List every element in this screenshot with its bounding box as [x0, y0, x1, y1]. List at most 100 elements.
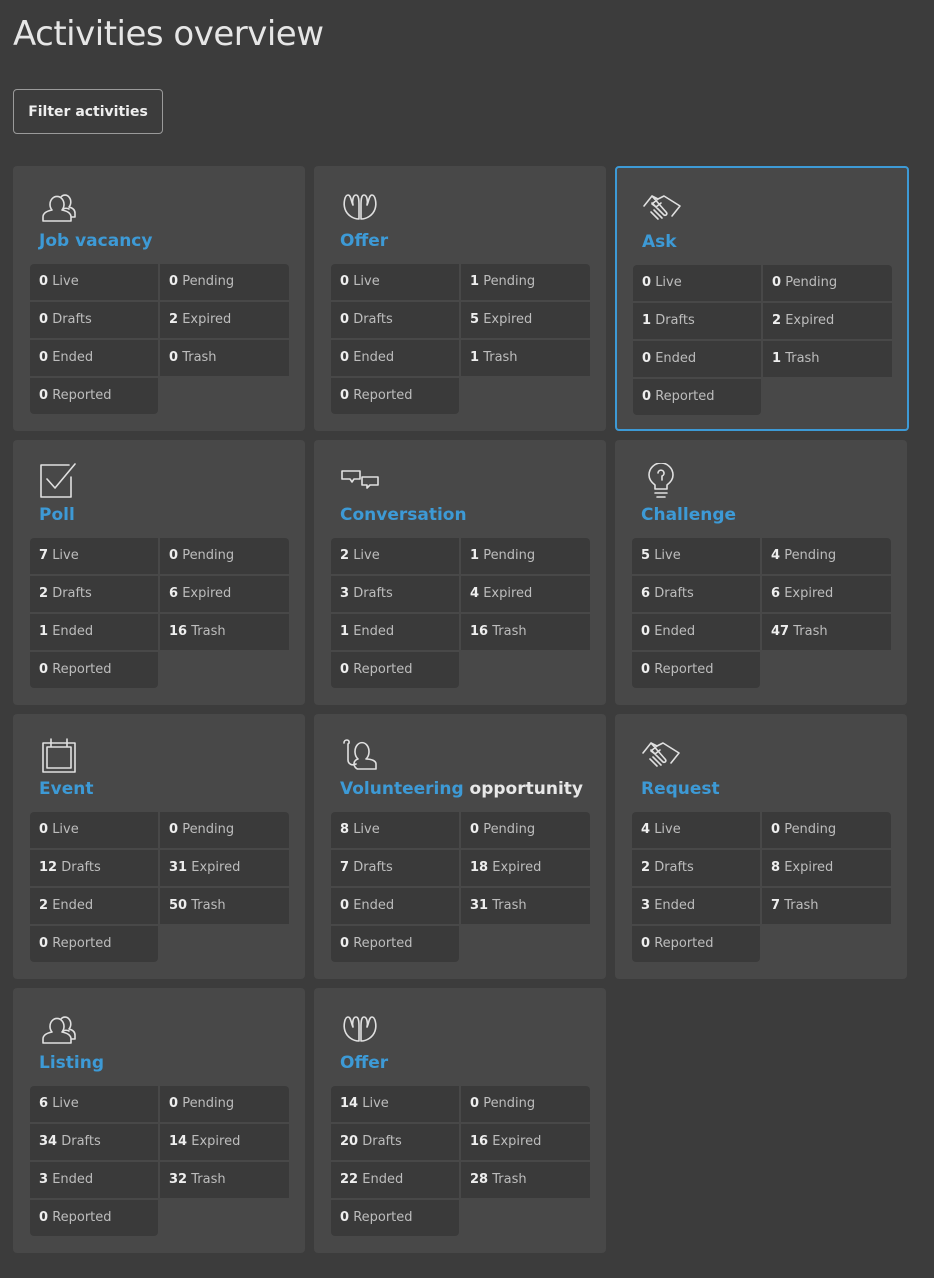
stat-pending[interactable]: 0 Pending — [160, 538, 289, 574]
stat-trash[interactable]: 47 Trash — [762, 614, 891, 650]
stat-pending[interactable]: 0 Pending — [461, 1086, 590, 1122]
stat-live[interactable]: 0 Live — [30, 812, 158, 848]
stat-reported[interactable]: 0 Reported — [30, 652, 158, 688]
stat-live[interactable]: 2 Live — [331, 538, 459, 574]
stat-ended[interactable]: 3 Ended — [30, 1162, 158, 1198]
stat-drafts[interactable]: 2 Drafts — [632, 850, 760, 886]
activity-card[interactable]: Offer 0 Live 1 Pending 0 Drafts 5 Expired 0 E… — [314, 166, 606, 431]
activity-title[interactable]: Ask — [642, 232, 677, 252]
stat-expired[interactable]: 4 Expired — [461, 576, 590, 612]
stat-live[interactable]: 0 Live — [633, 265, 761, 301]
stat-drafts[interactable]: 0 Drafts — [30, 302, 158, 338]
stat-pending[interactable]: 0 Pending — [160, 264, 289, 300]
stat-live[interactable]: 5 Live — [632, 538, 760, 574]
stat-expired[interactable]: 14 Expired — [160, 1124, 289, 1160]
stat-trash[interactable]: 7 Trash — [762, 888, 891, 924]
stat-trash[interactable]: 50 Trash — [160, 888, 289, 924]
stat-expired[interactable]: 6 Expired — [160, 576, 289, 612]
stat-reported[interactable]: 0 Reported — [331, 926, 459, 962]
stat-expired[interactable]: 31 Expired — [160, 850, 289, 886]
activity-card[interactable]: Challenge 5 Live 4 Pending 6 Drafts 6 Expire… — [615, 440, 907, 705]
stat-live[interactable]: 0 Live — [331, 264, 459, 300]
stat-reported[interactable]: 0 Reported — [632, 652, 760, 688]
stat-drafts[interactable]: 2 Drafts — [30, 576, 158, 612]
activity-title[interactable]: Offer — [340, 1053, 388, 1073]
stat-trash[interactable]: 16 Trash — [160, 614, 289, 650]
stat-expired[interactable]: 18 Expired — [461, 850, 590, 886]
stat-drafts[interactable]: 12 Drafts — [30, 850, 158, 886]
stat-trash[interactable]: 31 Trash — [461, 888, 590, 924]
stat-expired[interactable]: 5 Expired — [461, 302, 590, 338]
stat-trash[interactable]: 28 Trash — [461, 1162, 590, 1198]
stat-reported[interactable]: 0 Reported — [632, 926, 760, 962]
stat-reported[interactable]: 0 Reported — [331, 378, 459, 414]
stat-expired[interactable]: 6 Expired — [762, 576, 891, 612]
stat-reported[interactable]: 0 Reported — [331, 652, 459, 688]
stat-ended[interactable]: 0 Ended — [30, 340, 158, 376]
stat-reported[interactable]: 0 Reported — [30, 378, 158, 414]
activity-card[interactable]: Volunteering opportunity 8 Live 0 Pending 7… — [314, 714, 606, 979]
stat-pending[interactable]: 0 Pending — [762, 812, 891, 848]
stat-trash[interactable]: 16 Trash — [461, 614, 590, 650]
activity-card[interactable]: Event 0 Live 0 Pending 12 Drafts 31 Expired 2… — [13, 714, 305, 979]
stat-pending[interactable]: 1 Pending — [461, 264, 590, 300]
activity-title[interactable]: Offer — [340, 231, 388, 251]
stat-live[interactable]: 0 Live — [30, 264, 158, 300]
activity-card[interactable]: Request 4 Live 0 Pending 2 Drafts 8 Expired 3… — [615, 714, 907, 979]
activity-title[interactable]: Volunteering opportunity — [340, 779, 583, 799]
stat-reported[interactable]: 0 Reported — [30, 926, 158, 962]
activity-title[interactable]: Request — [641, 779, 720, 799]
stat-live[interactable]: 7 Live — [30, 538, 158, 574]
stat-pending[interactable]: 0 Pending — [461, 812, 590, 848]
stat-pending[interactable]: 0 Pending — [763, 265, 892, 301]
stat-expired[interactable]: 16 Expired — [461, 1124, 590, 1160]
stat-pending[interactable]: 0 Pending — [160, 1086, 289, 1122]
stat-drafts[interactable]: 3 Drafts — [331, 576, 459, 612]
stat-drafts[interactable]: 6 Drafts — [632, 576, 760, 612]
activity-card[interactable]: Offer 14 Live 0 Pending 20 Drafts 16 Expired… — [314, 988, 606, 1253]
stat-live[interactable]: 4 Live — [632, 812, 760, 848]
stat-ended[interactable]: 22 Ended — [331, 1162, 459, 1198]
stat-ended[interactable]: 0 Ended — [331, 888, 459, 924]
stat-reported[interactable]: 0 Reported — [633, 379, 761, 415]
stat-pending[interactable]: 0 Pending — [160, 812, 289, 848]
activity-title[interactable]: Poll — [39, 505, 75, 525]
activity-title[interactable]: Listing — [39, 1053, 104, 1073]
stat-drafts[interactable]: 7 Drafts — [331, 850, 459, 886]
stat-reported[interactable]: 0 Reported — [331, 1200, 459, 1236]
activity-card[interactable]: Job vacancy 0 Live 0 Pending 0 Drafts 2 Expi… — [13, 166, 305, 431]
stat-ended[interactable]: 1 Ended — [331, 614, 459, 650]
stat-trash[interactable]: 1 Trash — [461, 340, 590, 376]
stat-ended[interactable]: 0 Ended — [632, 614, 760, 650]
stat-ended[interactable]: 2 Ended — [30, 888, 158, 924]
activity-title[interactable]: Challenge — [641, 505, 736, 525]
stat-live[interactable]: 14 Live — [331, 1086, 459, 1122]
activity-title[interactable]: Conversation — [340, 505, 467, 525]
stat-drafts[interactable]: 20 Drafts — [331, 1124, 459, 1160]
stat-expired[interactable]: 2 Expired — [763, 303, 892, 339]
stat-drafts[interactable]: 0 Drafts — [331, 302, 459, 338]
stat-trash[interactable]: 0 Trash — [160, 340, 289, 376]
stat-live[interactable]: 6 Live — [30, 1086, 158, 1122]
filter-activities-button[interactable]: Filter activities — [13, 89, 163, 134]
stat-live[interactable]: 8 Live — [331, 812, 459, 848]
activity-card[interactable]: Poll 7 Live 0 Pending 2 Drafts 6 Expired 1 En… — [13, 440, 305, 705]
activity-title[interactable]: Job vacancy — [39, 231, 152, 251]
activity-card[interactable]: Ask 0 Live 0 Pending 1 Drafts 2 Expired 0 End… — [615, 166, 909, 431]
activity-title[interactable]: Event — [39, 779, 93, 799]
stat-drafts[interactable]: 34 Drafts — [30, 1124, 158, 1160]
activity-card[interactable]: Conversation 2 Live 1 Pending 3 Drafts 4 Exp… — [314, 440, 606, 705]
stat-pending[interactable]: 1 Pending — [461, 538, 590, 574]
stat-ended[interactable]: 0 Ended — [331, 340, 459, 376]
stat-expired[interactable]: 2 Expired — [160, 302, 289, 338]
stat-trash[interactable]: 32 Trash — [160, 1162, 289, 1198]
stat-ended[interactable]: 1 Ended — [30, 614, 158, 650]
stat-ended[interactable]: 3 Ended — [632, 888, 760, 924]
stat-ended[interactable]: 0 Ended — [633, 341, 761, 377]
stat-pending[interactable]: 4 Pending — [762, 538, 891, 574]
stat-trash[interactable]: 1 Trash — [763, 341, 892, 377]
stat-drafts[interactable]: 1 Drafts — [633, 303, 761, 339]
activity-card[interactable]: Listing 6 Live 0 Pending 34 Drafts 14 Expire… — [13, 988, 305, 1253]
stat-expired[interactable]: 8 Expired — [762, 850, 891, 886]
stat-reported[interactable]: 0 Reported — [30, 1200, 158, 1236]
